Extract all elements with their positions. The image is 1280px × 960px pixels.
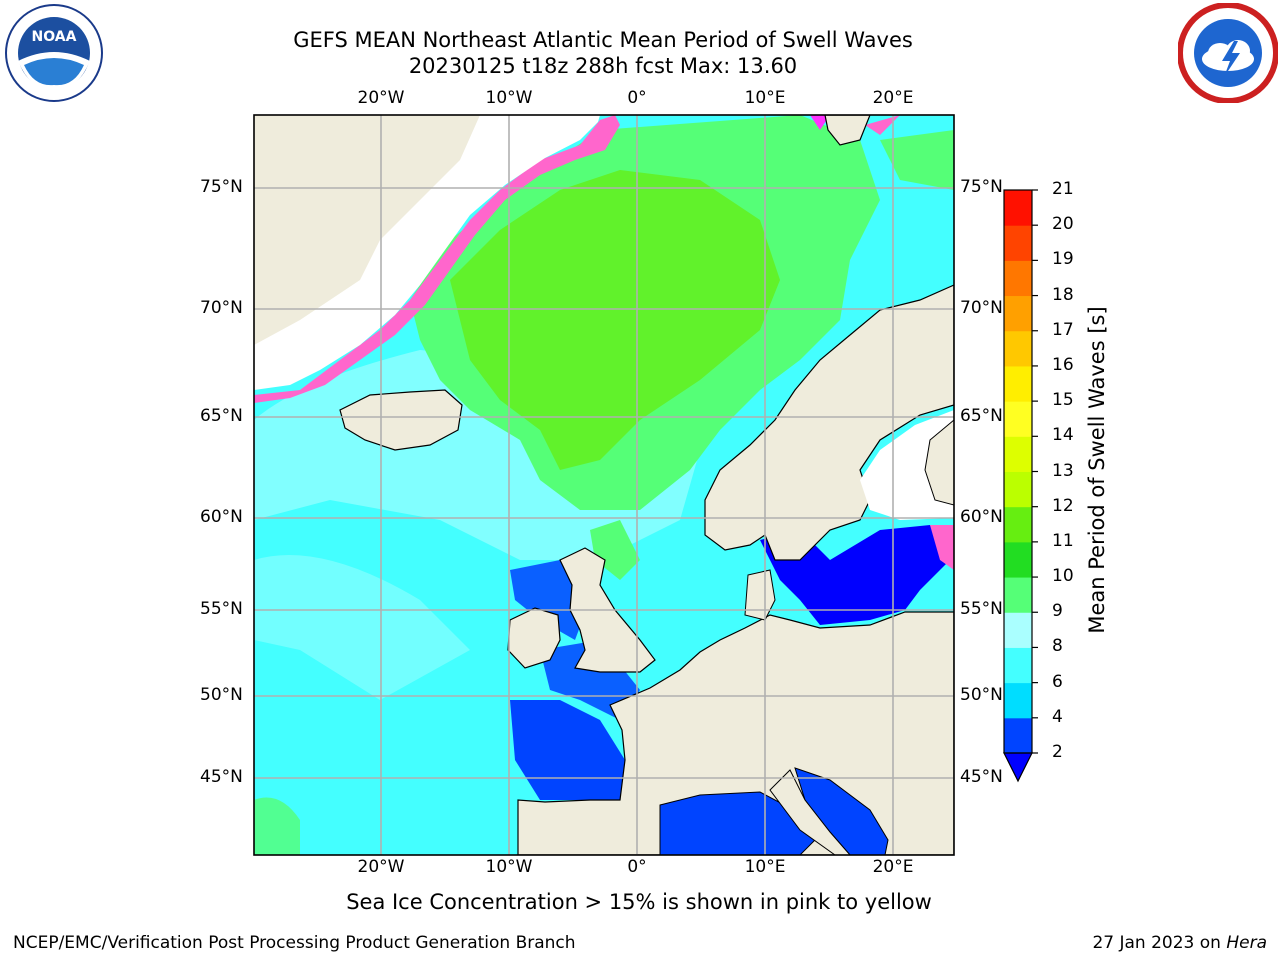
lon-label-top: 0°: [627, 88, 647, 108]
colorbar-segment: [1004, 682, 1032, 719]
colorbar-tick-label: 13: [1052, 460, 1074, 481]
lon-label-bottom: 20°W: [357, 857, 405, 877]
chart-subtitle: 20230125 t18z 288h fcst Max: 13.60: [408, 54, 798, 78]
chart-title: GEFS MEAN Northeast Atlantic Mean Period…: [293, 28, 913, 52]
colorbar-segment: [1004, 225, 1032, 261]
footer-date-text: 27 Jan 2023 on: [1092, 933, 1227, 953]
colorbar-segment: [1004, 506, 1032, 543]
colorbar-segment: [1004, 647, 1032, 684]
footer-date: 27 Jan 2023 on Hera: [1092, 933, 1267, 953]
map-frame: [253, 114, 955, 856]
lat-label-left: 55°N: [200, 599, 243, 619]
ireland: [507, 607, 561, 669]
footer-credit: NCEP/EMC/Verification Post Processing Pr…: [13, 933, 576, 953]
colorbar-tick-label: 19: [1052, 249, 1074, 270]
lon-label-top: 20°W: [357, 88, 405, 108]
colorbar-segment: [1004, 295, 1032, 332]
swell-region-green-dark: [450, 170, 780, 470]
colorbar-tick-label: 20: [1052, 214, 1074, 235]
colorbar-tick-label: 11: [1052, 530, 1074, 551]
colorbar-segment: [1004, 190, 1032, 226]
sea-ice-edge: [865, 115, 900, 135]
lon-label-bottom: 20°E: [872, 857, 914, 877]
swell-region-green: [254, 797, 300, 855]
lat-label-right: 50°N: [960, 685, 1003, 705]
colorbar-segment: [1004, 365, 1032, 402]
colorbar-tick-label: 17: [1052, 319, 1074, 340]
lon-label-bottom: 10°E: [744, 857, 786, 877]
colorbar-tick-label: 16: [1052, 354, 1074, 375]
colorbar-tick-label: 10: [1052, 566, 1074, 587]
lat-label-right: 75°N: [960, 177, 1003, 197]
lat-label-right: 55°N: [960, 599, 1003, 619]
colorbar-title: Mean Period of Swell Waves [s]: [1085, 306, 1109, 634]
colorbar-tick-label: 4: [1052, 706, 1063, 727]
graticule: [254, 115, 954, 855]
lon-label-bottom: 0°: [627, 857, 647, 877]
colorbar-segment: [1004, 260, 1032, 297]
colorbar-segment: [1004, 436, 1032, 472]
svalbard: [824, 115, 871, 146]
colorbar-tick-label: 2: [1052, 742, 1063, 762]
colorbar-tick-label: 21: [1052, 179, 1074, 199]
colorbar-tick-label: 14: [1052, 425, 1074, 446]
colorbar-segment: [1004, 401, 1032, 437]
swell-region-light: [254, 555, 470, 700]
colorbar-tick-label: 9: [1052, 601, 1063, 622]
sea-ice-edge: [810, 115, 830, 130]
lat-label-left: 60°N: [200, 507, 243, 527]
colorbar-tick-label: 12: [1052, 495, 1074, 516]
sea-ice-edge: [254, 115, 620, 403]
italy: [769, 769, 851, 855]
gulf-of-bothnia: [860, 410, 954, 520]
colorbar-tick-label: 6: [1052, 671, 1063, 692]
swell-region-blue: [510, 700, 625, 800]
colorbar-tick-label: 15: [1052, 390, 1074, 411]
noaa-logo-text: NOAA: [32, 29, 77, 45]
colorbar-tick-label: 8: [1052, 636, 1063, 657]
finland: [924, 419, 954, 506]
colorbar-segment: [1004, 717, 1032, 754]
lon-label-top: 10°E: [744, 88, 786, 108]
footer-machine: Hera: [1226, 933, 1267, 953]
colorbar-segment: [1004, 541, 1032, 578]
colorbar: [1003, 189, 1038, 783]
lat-label-left: 75°N: [200, 177, 243, 197]
lon-label-bottom: 10°W: [485, 857, 533, 877]
lat-label-left: 45°N: [200, 767, 243, 787]
lat-label-right: 60°N: [960, 507, 1003, 527]
colorbar-segment: [1004, 577, 1032, 613]
lat-label-right: 45°N: [960, 767, 1003, 787]
lat-label-left: 70°N: [200, 298, 243, 318]
lon-label-top: 20°E: [872, 88, 914, 108]
colorbar-segment: [1004, 330, 1032, 367]
sea-ice-edge: [930, 525, 954, 570]
sea-ice-note: Sea Ice Concentration > 15% is shown in …: [346, 890, 932, 914]
lat-label-right: 65°N: [960, 406, 1003, 426]
swell-region-green: [880, 130, 954, 190]
colorbar-under-arrow: [1003, 752, 1033, 783]
lat-label-left: 50°N: [200, 685, 243, 705]
lat-label-right: 70°N: [960, 298, 1003, 318]
scandinavia: [704, 284, 954, 561]
colorbar-segment: [1004, 471, 1032, 508]
colorbar-segment: [1004, 612, 1032, 648]
lon-label-top: 10°W: [485, 88, 533, 108]
greenland-land: [254, 115, 480, 345]
iceland: [339, 389, 463, 451]
nws-logo-icon: [1178, 3, 1278, 103]
colorbar-tick-label: 18: [1052, 284, 1074, 305]
lat-label-left: 65°N: [200, 406, 243, 426]
noaa-logo-icon: NOAA: [5, 4, 103, 102]
